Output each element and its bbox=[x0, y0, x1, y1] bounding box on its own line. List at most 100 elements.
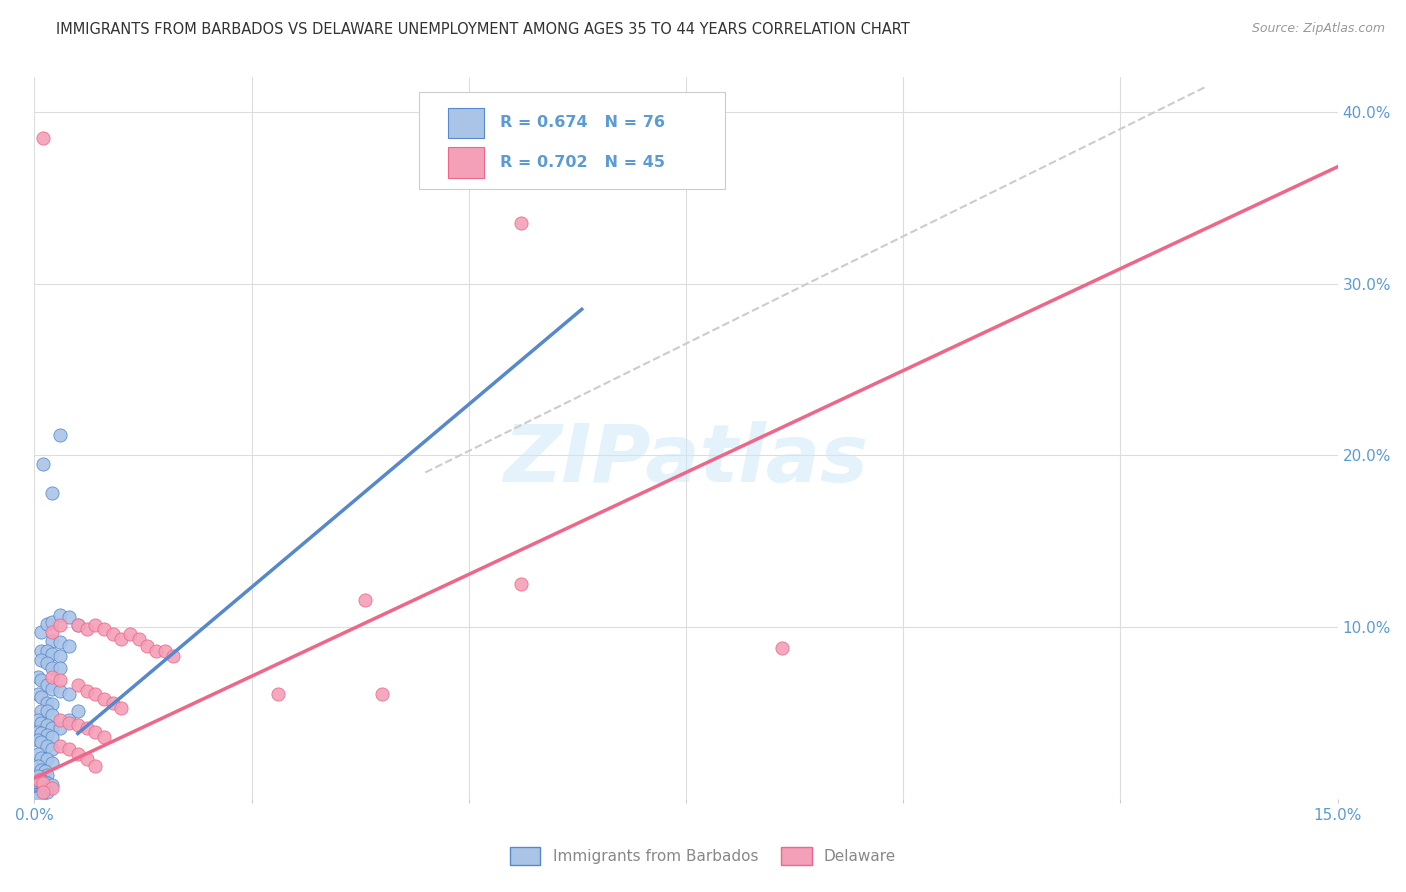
Point bbox=[93, 692, 115, 706]
Point bbox=[101, 627, 124, 641]
Point bbox=[28, 790, 51, 805]
Point bbox=[37, 752, 59, 766]
Point bbox=[118, 627, 141, 641]
Point bbox=[30, 625, 52, 640]
Point bbox=[41, 742, 63, 756]
Point bbox=[24, 790, 46, 805]
Point bbox=[37, 776, 59, 790]
Point bbox=[30, 735, 52, 749]
Point bbox=[30, 750, 52, 764]
Point bbox=[30, 772, 52, 787]
Point bbox=[37, 678, 59, 692]
Point bbox=[27, 670, 49, 684]
Point bbox=[24, 791, 46, 805]
Point bbox=[58, 713, 80, 727]
Point bbox=[93, 730, 115, 744]
Point bbox=[153, 644, 176, 658]
Point bbox=[58, 716, 80, 731]
Point bbox=[66, 618, 89, 632]
Point bbox=[145, 644, 167, 658]
Point bbox=[49, 673, 72, 688]
Point bbox=[28, 772, 51, 787]
Point bbox=[110, 632, 132, 646]
Point bbox=[37, 644, 59, 658]
Point bbox=[24, 787, 46, 801]
Point bbox=[32, 776, 55, 790]
Point bbox=[41, 781, 63, 796]
Point bbox=[41, 486, 63, 500]
Point bbox=[510, 216, 533, 230]
Point bbox=[25, 791, 48, 805]
Point bbox=[58, 609, 80, 624]
Point bbox=[27, 759, 49, 773]
Point bbox=[66, 747, 89, 761]
Point bbox=[76, 752, 98, 766]
Point bbox=[49, 722, 72, 736]
Point bbox=[266, 687, 288, 701]
Text: IMMIGRANTS FROM BARBADOS VS DELAWARE UNEMPLOYMENT AMONG AGES 35 TO 44 YEARS CORR: IMMIGRANTS FROM BARBADOS VS DELAWARE UNE… bbox=[56, 22, 910, 37]
Point bbox=[30, 726, 52, 740]
Point bbox=[25, 785, 48, 799]
Point bbox=[49, 661, 72, 675]
Point bbox=[37, 739, 59, 753]
FancyBboxPatch shape bbox=[447, 108, 484, 138]
Point bbox=[66, 704, 89, 718]
Point bbox=[41, 707, 63, 722]
Point bbox=[770, 640, 793, 655]
Point bbox=[34, 783, 56, 797]
Point bbox=[49, 635, 72, 649]
Point bbox=[28, 787, 51, 801]
Point bbox=[353, 592, 375, 607]
Point bbox=[49, 683, 72, 698]
Point bbox=[49, 649, 72, 664]
Point bbox=[37, 785, 59, 799]
Point bbox=[41, 681, 63, 696]
Point bbox=[37, 704, 59, 718]
Point bbox=[623, 130, 645, 145]
Point bbox=[30, 763, 52, 777]
Point bbox=[49, 618, 72, 632]
Point bbox=[58, 687, 80, 701]
Point bbox=[66, 618, 89, 632]
Point bbox=[101, 696, 124, 710]
Point bbox=[41, 778, 63, 792]
Point bbox=[37, 656, 59, 670]
Point bbox=[41, 670, 63, 684]
Point bbox=[162, 649, 184, 664]
Point bbox=[27, 687, 49, 701]
Point bbox=[30, 716, 52, 731]
FancyBboxPatch shape bbox=[447, 147, 484, 178]
Point bbox=[84, 724, 107, 739]
Text: R = 0.674   N = 76: R = 0.674 N = 76 bbox=[499, 115, 665, 130]
Point bbox=[76, 722, 98, 736]
Point bbox=[24, 790, 46, 805]
Legend: Immigrants from Barbados, Delaware: Immigrants from Barbados, Delaware bbox=[503, 841, 903, 871]
Point bbox=[41, 722, 63, 736]
Point bbox=[34, 764, 56, 779]
Point bbox=[25, 780, 48, 794]
Point bbox=[37, 616, 59, 631]
Point bbox=[41, 730, 63, 744]
Point bbox=[27, 713, 49, 727]
Point bbox=[27, 747, 49, 761]
Point bbox=[41, 625, 63, 640]
Point bbox=[24, 789, 46, 803]
Point bbox=[66, 718, 89, 732]
Point bbox=[27, 781, 49, 796]
Point bbox=[84, 759, 107, 773]
Text: R = 0.702   N = 45: R = 0.702 N = 45 bbox=[499, 155, 665, 170]
Point bbox=[37, 768, 59, 782]
Point bbox=[32, 785, 55, 799]
Point bbox=[41, 661, 63, 675]
Point bbox=[24, 791, 46, 805]
Point bbox=[28, 789, 51, 803]
Point bbox=[41, 648, 63, 662]
Point bbox=[25, 787, 48, 801]
Point bbox=[30, 781, 52, 796]
Point bbox=[84, 618, 107, 632]
Point bbox=[37, 696, 59, 710]
Point bbox=[49, 739, 72, 753]
Point bbox=[34, 774, 56, 789]
Point bbox=[49, 607, 72, 622]
FancyBboxPatch shape bbox=[419, 92, 725, 189]
